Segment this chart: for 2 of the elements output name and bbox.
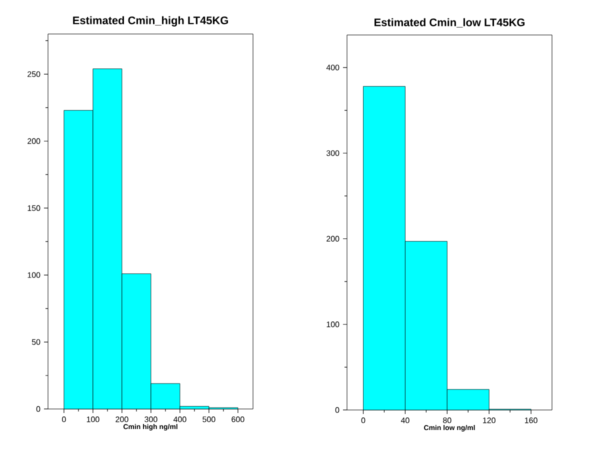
chart-title: Estimated Cmin_low LT45KG (374, 18, 525, 28)
chart-title: Estimated Cmin_high LT45KG (73, 16, 228, 26)
